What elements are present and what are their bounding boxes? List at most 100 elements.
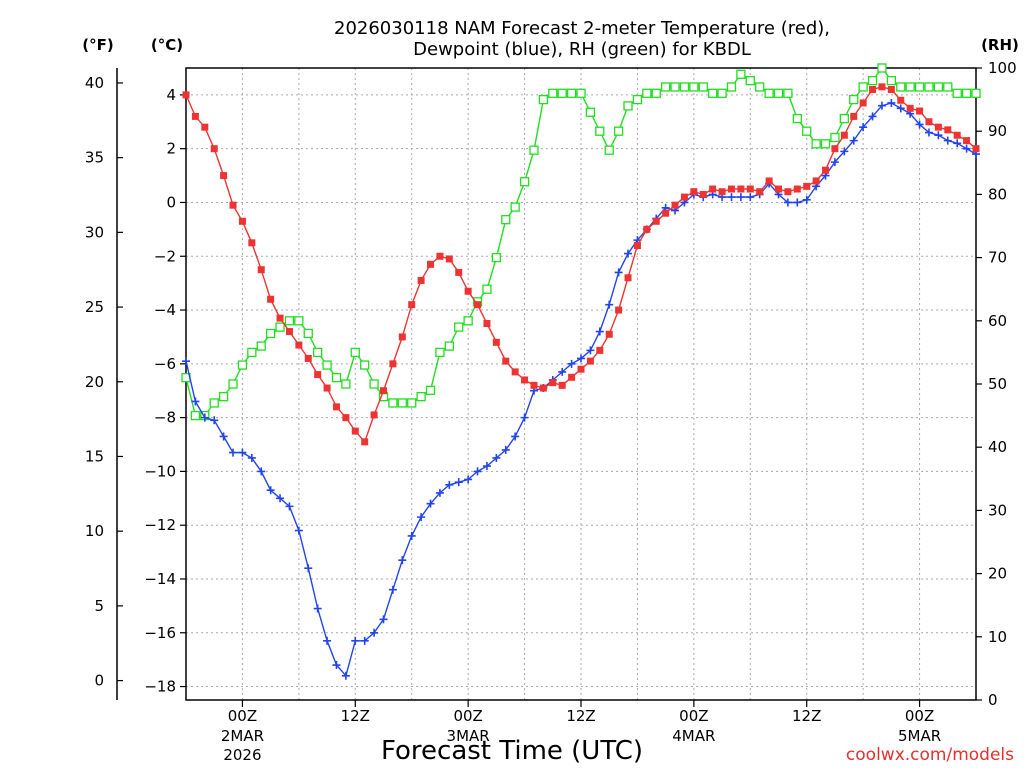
temperature-point	[812, 177, 820, 185]
temperature-point	[427, 260, 435, 268]
dewpoint-point	[388, 585, 397, 594]
temperature-point	[436, 252, 444, 260]
rh-point	[773, 88, 784, 98]
rh-point	[811, 139, 821, 149]
rh-point	[736, 69, 746, 79]
dewpoint-point	[351, 636, 360, 645]
temperature-point	[718, 188, 726, 196]
rh-tick-label: 0	[988, 691, 998, 709]
rh-point	[247, 347, 257, 358]
celsius-tick-label: 0	[166, 193, 176, 211]
rh-point	[303, 328, 313, 339]
rh-point	[190, 410, 201, 421]
dewpoint-point	[341, 671, 350, 680]
dewpoint-point	[332, 661, 341, 670]
dewpoint-point	[304, 564, 313, 573]
temperature-point	[953, 131, 961, 139]
x-tick-label: 00Z	[453, 707, 482, 725]
rh-point	[745, 75, 755, 86]
dewpoint-point	[379, 615, 388, 624]
axes: 420−10−12−14−16−18−2−4−6−840353025201510…	[85, 59, 1017, 764]
x-tick-date-label: 5MAR	[898, 727, 941, 745]
dewpoint-point	[793, 198, 802, 207]
rh-point	[867, 75, 878, 86]
x-tick-date-label: 3MAR	[447, 727, 490, 745]
rh-point	[604, 145, 614, 155]
dewpoint-point	[182, 357, 190, 366]
dewpoint-point	[426, 499, 435, 508]
rh-point	[632, 94, 643, 105]
celsius-tick-label: −2	[154, 247, 176, 265]
rh-point	[228, 379, 238, 389]
dewpoint-point	[915, 120, 924, 129]
rh-point	[896, 82, 906, 92]
temperature-point	[831, 145, 839, 153]
dewpoint-point	[840, 147, 849, 156]
temperature-point	[370, 411, 378, 419]
rh-point	[642, 88, 652, 98]
temperature-point	[201, 123, 209, 131]
temperature-point	[549, 379, 557, 387]
rh-point	[585, 107, 596, 117]
dewpoint-point	[247, 453, 256, 462]
rh-tick-label: 100	[988, 59, 1017, 77]
temperature-point	[887, 86, 895, 94]
rh-point	[313, 347, 323, 358]
fahrenheit-tick-label: 5	[94, 597, 104, 615]
rh-point	[971, 88, 981, 98]
rh-point	[369, 379, 379, 389]
rh-point	[623, 101, 633, 111]
rh-point	[209, 398, 219, 408]
temperature-point	[220, 172, 228, 180]
dewpoint-point	[595, 327, 604, 336]
rh-point	[830, 132, 840, 143]
temperature-point	[793, 185, 801, 193]
rh-point	[491, 252, 502, 263]
temperature-point	[408, 301, 416, 309]
dewpoint-point	[802, 195, 811, 204]
celsius-tick-label: 2	[166, 140, 176, 158]
dewpoint-point	[229, 448, 238, 457]
dewpoint-point	[266, 486, 275, 495]
rh-point	[444, 341, 454, 351]
temperature-point	[464, 287, 472, 295]
rh-point	[849, 94, 859, 105]
dewpoint-point	[896, 104, 905, 113]
temperature-point	[840, 131, 848, 139]
rh-tick-label: 10	[988, 628, 1007, 646]
temperature-point	[558, 381, 566, 389]
fahrenheit-tick-label: 30	[85, 223, 104, 241]
dewpoint-point	[238, 448, 247, 457]
fahrenheit-tick-label: 0	[94, 672, 104, 690]
temperature-point	[257, 266, 265, 274]
fahrenheit-tick-label: 40	[85, 74, 104, 92]
rh-point	[548, 88, 558, 98]
rh-point	[454, 322, 464, 332]
rh-unit-label: (RH)	[981, 36, 1019, 54]
temperature-point	[455, 268, 463, 276]
rh-point	[425, 385, 436, 395]
rh-point	[820, 139, 831, 149]
rh-tick-label: 20	[988, 565, 1007, 583]
celsius-tick-label: −6	[154, 355, 176, 373]
temperature-point	[445, 255, 453, 263]
temperature-point	[662, 209, 670, 217]
rh-point	[566, 88, 577, 98]
dewpoint-point	[605, 300, 614, 309]
temperature-point	[605, 330, 613, 338]
dewpoint-point	[276, 494, 285, 503]
dewpoint-point	[624, 249, 633, 258]
temperature-point	[784, 188, 792, 196]
rh-point	[501, 215, 511, 225]
celsius-tick-label: −8	[154, 409, 176, 427]
fahrenheit-unit-label: (°F)	[82, 36, 113, 54]
dewpoint-point	[407, 531, 416, 540]
series-layer	[181, 63, 981, 680]
rh-point	[294, 316, 304, 326]
rh-tick-label: 50	[988, 375, 1007, 393]
grid	[186, 68, 976, 700]
x-tick-label: 12Z	[792, 707, 821, 725]
temperature-point	[934, 123, 942, 131]
rh-point	[397, 398, 407, 408]
rh-point	[679, 82, 690, 92]
